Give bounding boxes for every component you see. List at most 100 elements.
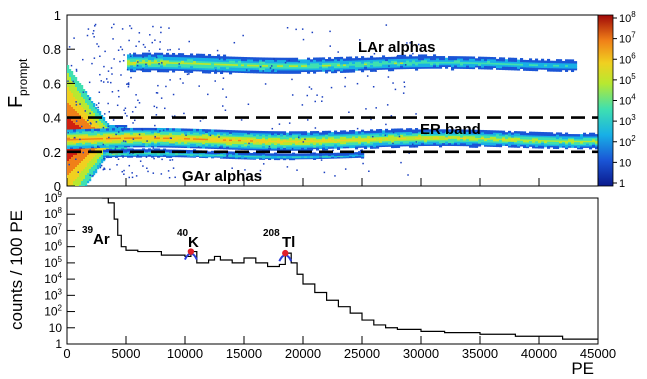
heat-cell — [93, 153, 96, 156]
heat-cell — [301, 64, 305, 67]
heat-cell — [268, 136, 272, 140]
heat-cell — [355, 135, 359, 138]
heat-cell — [229, 65, 233, 68]
heat-cell — [81, 89, 84, 92]
heat-cell — [115, 143, 119, 147]
heat-cell — [226, 59, 230, 63]
heat-cell — [496, 130, 500, 133]
heat-cell — [73, 146, 77, 149]
heat-cell — [160, 63, 164, 66]
heat-cell — [211, 64, 215, 67]
heat-cell — [199, 128, 203, 132]
heat-cell — [337, 56, 341, 60]
heat-cell — [196, 136, 200, 139]
heat-cell — [355, 144, 359, 147]
heat-cell — [541, 141, 545, 145]
heat-cell — [442, 129, 446, 132]
heat-cell — [81, 121, 84, 124]
heat-cell — [424, 59, 428, 62]
heat-cell — [71, 175, 74, 178]
heat-cell — [238, 152, 242, 155]
heat-cell — [283, 146, 287, 150]
heat-cell — [499, 60, 503, 64]
heat-cell — [115, 139, 119, 142]
heat-cell — [139, 142, 143, 145]
heat-cell — [238, 131, 242, 135]
heat-cell — [469, 63, 473, 66]
heat-cell — [202, 134, 206, 138]
heat-cell — [166, 54, 170, 57]
heat-cell — [214, 133, 218, 137]
heat-cell — [382, 63, 386, 67]
heat-cell — [67, 91, 70, 94]
heat-cell — [544, 133, 548, 136]
heat-cell — [94, 144, 98, 147]
heat-cell — [334, 133, 338, 136]
heat-cell — [499, 65, 503, 69]
heat-cell — [400, 56, 404, 59]
heat-cell — [373, 140, 377, 144]
heat-cell — [205, 130, 209, 134]
heat-cell — [277, 138, 281, 141]
heat-cell — [112, 139, 116, 142]
heat-cell — [430, 135, 434, 138]
heat-cell — [127, 142, 131, 145]
heat-cell — [79, 171, 82, 174]
heat-cell — [496, 64, 500, 67]
heat-cell — [331, 63, 335, 67]
heat-cell — [271, 148, 275, 151]
heat-cell — [322, 142, 326, 145]
heat-cell — [71, 149, 74, 152]
heat-cell — [169, 142, 173, 145]
heat-cell — [208, 60, 212, 64]
heat-cell — [490, 140, 494, 143]
heat-cell — [454, 135, 458, 138]
heat-cell — [490, 60, 494, 63]
heat-cell — [400, 63, 404, 66]
heat-cell — [550, 137, 554, 141]
heat-cell — [370, 145, 374, 148]
heat-cell — [133, 61, 137, 64]
heat-cell — [334, 60, 338, 63]
heat-cell — [202, 53, 206, 57]
heat-cell — [283, 64, 287, 67]
heat-cell — [136, 57, 140, 61]
heat-cell — [418, 129, 422, 132]
heat-cell — [454, 59, 458, 62]
heat-cell — [589, 135, 593, 138]
heat-cell — [100, 128, 104, 131]
heat-cell — [331, 142, 335, 145]
heat-cell — [223, 56, 227, 59]
heat-cell — [349, 137, 353, 140]
heat-cell — [469, 66, 473, 70]
heat-cell — [286, 69, 290, 73]
heat-cell — [91, 140, 95, 143]
heat-cell — [211, 66, 215, 69]
heat-cell — [136, 142, 140, 145]
heat-cell — [97, 123, 100, 126]
heat-cell — [226, 70, 230, 73]
heat-cell — [247, 60, 251, 63]
heat-cell — [145, 142, 149, 145]
heat-cell — [304, 132, 308, 136]
heat-cell — [508, 137, 512, 141]
heat-cell — [481, 129, 485, 133]
heat-cell — [85, 93, 88, 96]
heat-cell — [73, 101, 76, 104]
heat-cell — [487, 132, 491, 136]
heat-cell — [118, 129, 122, 132]
heat-cell — [517, 59, 521, 63]
heat-cell — [544, 143, 548, 146]
heat-cell — [69, 99, 72, 102]
heat-cell — [526, 145, 530, 149]
heat-cell — [358, 68, 362, 71]
heat-cell — [71, 99, 74, 102]
heat-cell — [214, 64, 218, 67]
heat-cell — [166, 56, 170, 59]
heat-cell — [190, 135, 194, 139]
heat-cell — [163, 138, 167, 141]
heat-cell — [313, 62, 317, 66]
heat-cell — [85, 169, 88, 172]
heat-cell — [226, 134, 230, 137]
heat-cell — [592, 142, 596, 146]
